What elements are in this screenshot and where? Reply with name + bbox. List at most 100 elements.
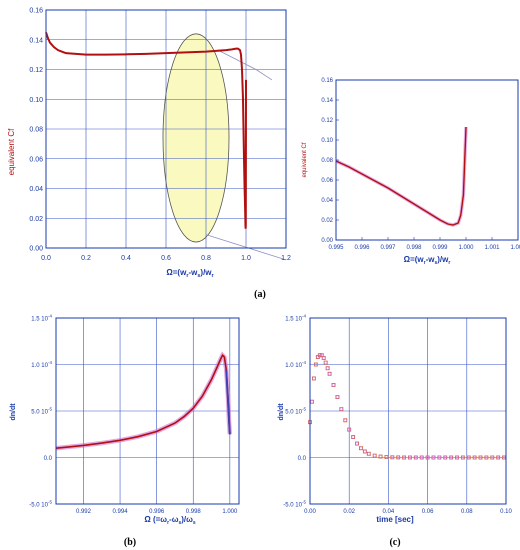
data-point-circle — [322, 356, 326, 360]
data-point-circle — [431, 455, 436, 460]
x-tick-label: 0.06 — [422, 509, 434, 515]
chart-b-ticks: 0.992 0.994 0.996 0.998 1.000 -5.0 10-5 0.0 5.0… — [29, 314, 238, 516]
x-tick-label: 0.08 — [461, 509, 473, 515]
x-tick-label: 0.995 — [328, 245, 344, 251]
x-tick-label: 0.994 — [113, 509, 129, 515]
y-tick-label: 0.02 — [321, 218, 333, 224]
chart-b-xlabel: Ω (=ωr-ωs)/ωs — [144, 515, 196, 526]
chart-a-inset: 0.995 0.996 0.997 0.998 0.999 1.000 1.001 1.002… — [302, 78, 520, 266]
y-tick-label: 1.0 10-4 — [285, 360, 306, 369]
data-point-circle — [363, 449, 367, 454]
data-point-circle — [359, 446, 363, 450]
chart-c-frame — [309, 317, 507, 505]
data-point-circle — [461, 455, 465, 460]
y-tick-label: 1.0 10-4 — [31, 360, 52, 369]
x-tick-label: 0.0 — [41, 255, 51, 262]
chart-a-inset-xlabel: Ω=(wr-ws)/wr — [404, 255, 451, 266]
zoom-guide-line — [255, 69, 273, 81]
data-point-circle — [343, 418, 347, 422]
x-tick-label: 0.998 — [186, 509, 202, 515]
zoom-guide-line — [217, 49, 257, 70]
data-point-circle — [496, 455, 500, 460]
data-point-circle — [484, 455, 489, 460]
chart-a-inset-frame — [335, 79, 519, 241]
chart-a-inset-ylabel: equivalent Cf — [302, 142, 308, 177]
chart-c: 0.00 0.02 0.04 0.06 0.08 0.10 -5.0 10-5 0.0 5.0 … — [278, 314, 512, 525]
y-tick-label: 0.08 — [321, 158, 333, 164]
data-point-circle — [467, 455, 471, 460]
data-point-circle — [339, 407, 344, 411]
y-tick-label: 0.06 — [29, 156, 43, 163]
data-point-circle — [402, 455, 406, 460]
y-tick-label: 0.12 — [29, 67, 43, 74]
chart-a-grid — [46, 10, 286, 248]
x-tick-label: 1.001 — [484, 245, 500, 251]
y-tick-label: 0.02 — [29, 216, 43, 223]
data-point-circle — [355, 441, 359, 446]
data-point-circle — [478, 455, 483, 460]
y-tick-label: 0.04 — [29, 186, 43, 193]
equivalent-cf-curve — [45, 31, 247, 229]
x-tick-label: 1.000 — [222, 509, 238, 515]
y-tick-label: 1.5 10-4 — [285, 314, 306, 323]
data-point-circle — [310, 400, 314, 404]
zoom-guide-lines — [205, 49, 287, 261]
data-point-circle — [372, 453, 377, 458]
inset-curve-halo — [335, 126, 468, 227]
data-point-circle — [331, 383, 336, 387]
x-tick-label: 0.996 — [149, 509, 165, 515]
x-tick-label: 0.4 — [121, 255, 131, 262]
data-point-circle — [314, 362, 318, 367]
x-tick-label: 0.2 — [81, 255, 91, 262]
y-tick-label: 0.14 — [29, 37, 43, 44]
chart-a-main: 0.0 0.2 0.4 0.6 0.8 1.0 1.2 0.00 0.02 0.04 0.06 0.0… — [7, 8, 291, 280]
data-point-circle — [378, 454, 383, 459]
x-tick-label: 0.02 — [343, 509, 355, 515]
data-point-circle — [408, 455, 412, 460]
dn-dt-curve-halo — [55, 351, 233, 451]
chart-a-inset-series — [335, 126, 468, 227]
y-tick-label: 0.0 — [298, 456, 307, 462]
x-tick-label: 0.997 — [380, 245, 396, 251]
panel-label-a: (a) — [254, 289, 266, 300]
chart-a-series — [45, 31, 247, 229]
chart-a-ticks: 0.0 0.2 0.4 0.6 0.8 1.0 1.2 0.00 0.02 0.04 0.06 0.0… — [29, 8, 291, 263]
data-point-circle — [455, 455, 459, 460]
y-tick-label: -5.0 10-5 — [29, 500, 52, 509]
data-point-circle — [390, 455, 395, 460]
chart-b-grid — [56, 318, 239, 504]
chart-a-ylabel: equivalent Cf — [7, 128, 16, 175]
x-tick-label: 0.998 — [406, 245, 422, 251]
chart-c-grid — [309, 318, 507, 504]
x-tick-label: 0.999 — [432, 245, 448, 251]
y-tick-label: 0.14 — [321, 98, 333, 104]
panel-label-c: (c) — [389, 537, 400, 548]
data-point-circle — [425, 455, 430, 460]
x-tick-label: 0.6 — [161, 255, 171, 262]
y-tick-label: 0.10 — [321, 138, 333, 144]
chart-c-ylabel: dn/dt — [278, 403, 285, 421]
data-point-circle — [449, 455, 453, 460]
x-tick-label: 0.996 — [354, 245, 370, 251]
highlight-ellipse — [162, 33, 230, 243]
data-point-circle — [327, 372, 332, 376]
data-point-circle — [312, 376, 316, 381]
highlight-ellipse-shape — [162, 33, 230, 243]
y-tick-label: 0.00 — [29, 246, 43, 253]
data-point-circle — [351, 435, 355, 439]
y-tick-label: 0.10 — [29, 97, 43, 104]
chart-c-series — [308, 353, 506, 460]
y-tick-label: 1.5 10-4 — [31, 314, 52, 323]
chart-c-ticks: 0.00 0.02 0.04 0.06 0.08 0.10 -5.0 10-5 0.0 5.0 … — [283, 314, 512, 516]
x-tick-label: 1.002 — [510, 245, 520, 251]
y-tick-label: 5.0 10-5 — [31, 407, 52, 416]
data-point-circle — [320, 353, 324, 357]
data-point-circle — [443, 455, 447, 460]
x-tick-label: 0.00 — [304, 509, 316, 515]
chart-a-frame — [45, 9, 287, 249]
y-tick-label: 5.0 10-5 — [285, 407, 306, 416]
x-tick-label: 0.10 — [500, 509, 512, 515]
y-tick-label: -5.0 10-5 — [283, 500, 306, 509]
panel-label-b: (b) — [124, 537, 136, 548]
